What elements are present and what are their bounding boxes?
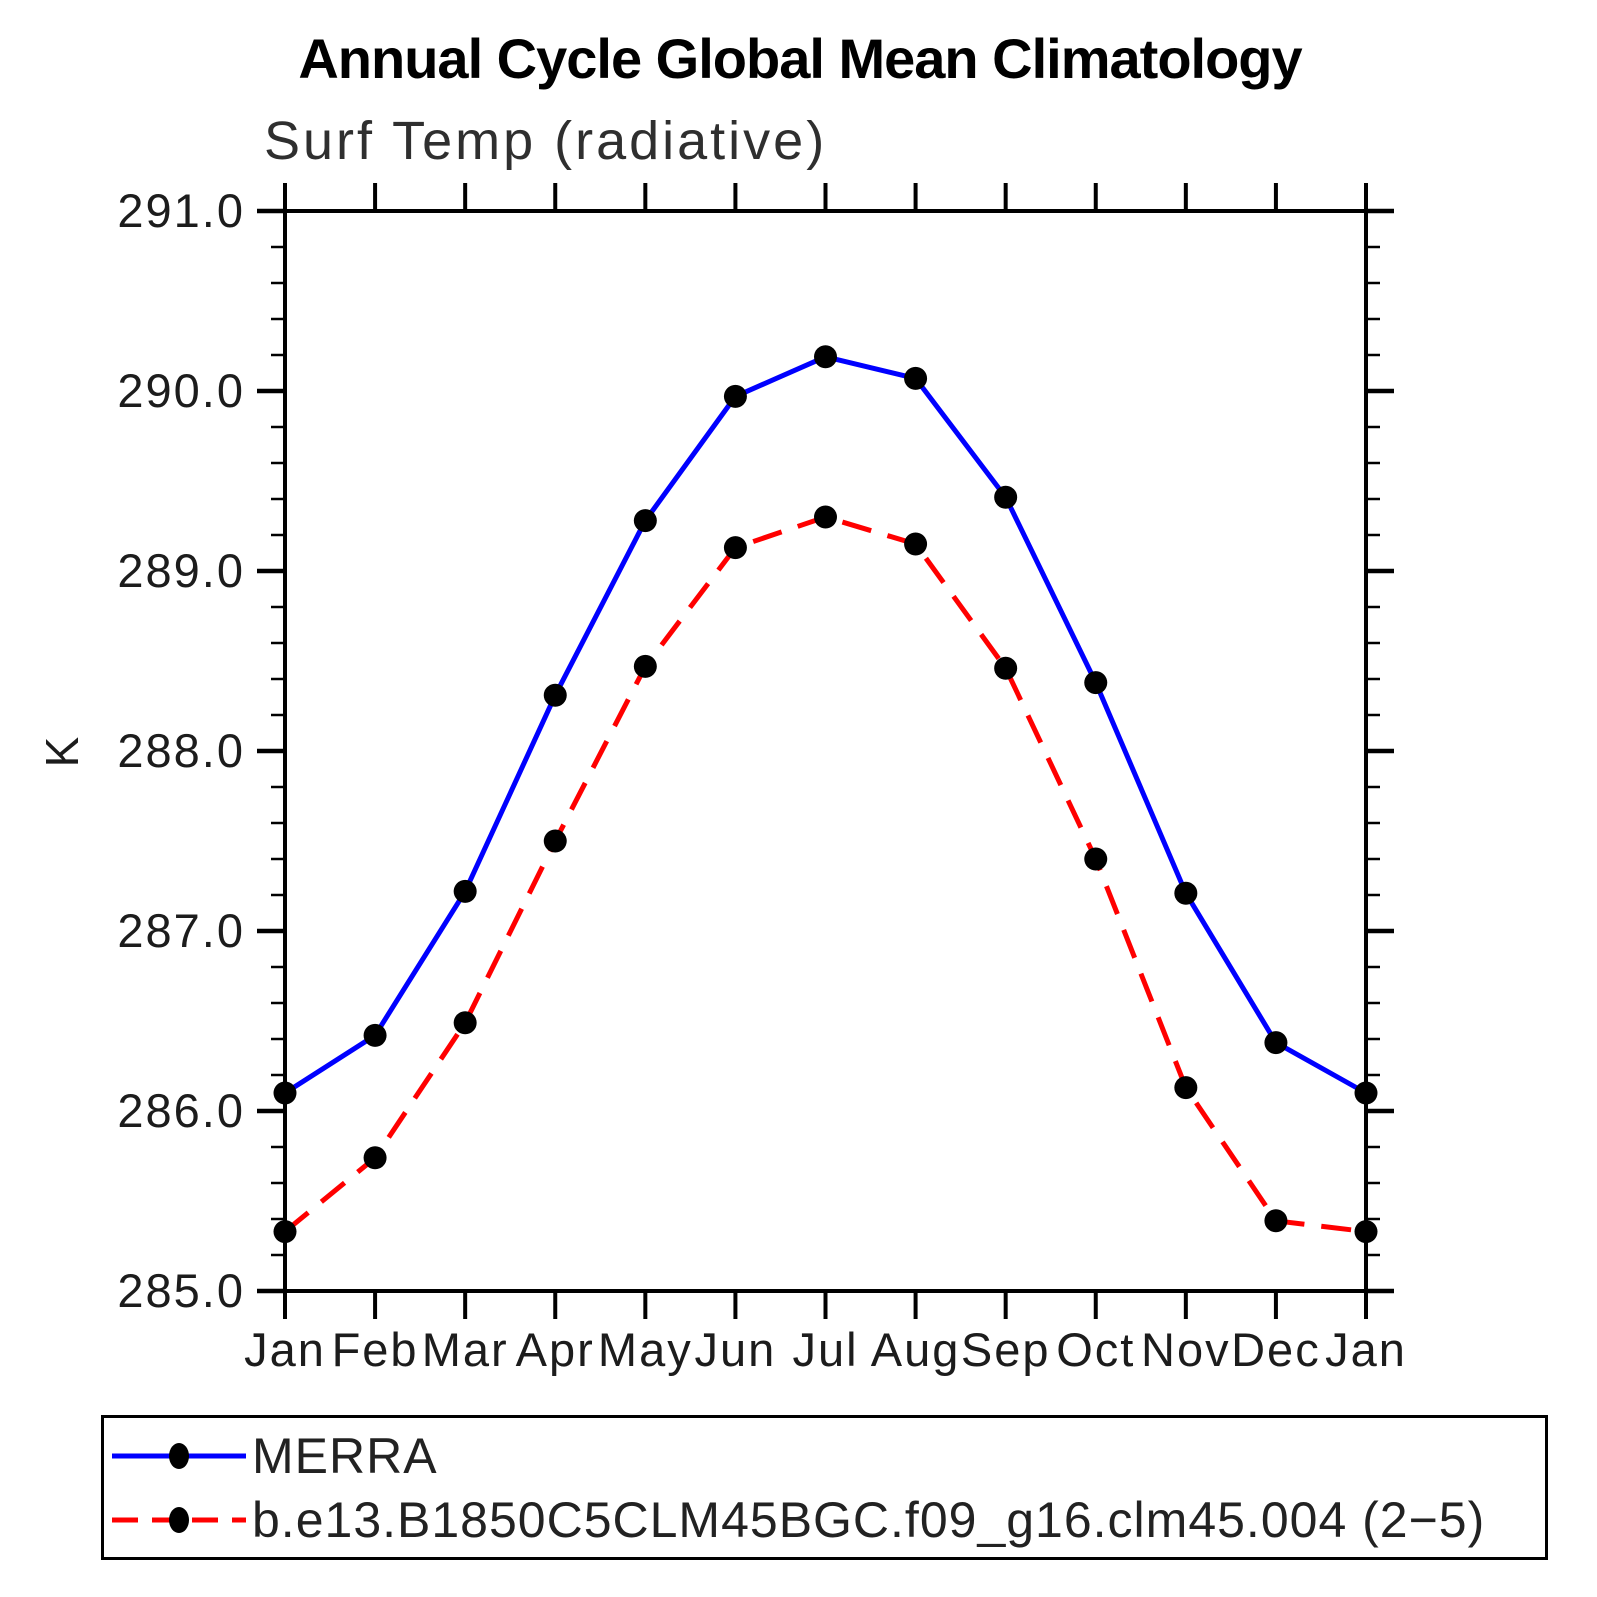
x-tick-label: Jul (792, 1323, 858, 1376)
x-tick-label: Jan (1325, 1323, 1407, 1376)
data-point-marker (994, 656, 1018, 680)
data-point-marker (1174, 1076, 1198, 1100)
data-point-marker (994, 485, 1018, 509)
y-tick-label: 286.0 (117, 1084, 245, 1137)
data-point-marker (1354, 1081, 1378, 1105)
data-point-marker (453, 879, 477, 903)
data-point-marker (363, 1146, 387, 1170)
data-point-marker (1084, 671, 1108, 695)
data-point-marker (814, 345, 837, 369)
y-tick-label: 285.0 (117, 1264, 245, 1317)
data-point-marker (1084, 847, 1108, 871)
data-point-marker (723, 536, 747, 560)
chart-title: Annual Cycle Global Mean Climatology (298, 27, 1302, 90)
data-point-marker (1264, 1031, 1288, 1055)
x-tick-label: Apr (516, 1323, 595, 1376)
data-point-marker (1174, 881, 1198, 905)
legend-solid-line-icon (112, 1443, 246, 1469)
data-point-marker (1264, 1209, 1288, 1233)
y-tick-label: 288.0 (117, 724, 245, 777)
x-tick-label: Aug (871, 1323, 961, 1376)
legend-dashed-line-icon (112, 1507, 246, 1533)
legend-label-model: b.e13.B1850C5CLM45BGC.f09_g16.clm45.004 … (252, 1492, 1486, 1548)
data-point-marker (1354, 1220, 1378, 1244)
data-point-marker (904, 532, 928, 556)
legend-label-merra: MERRA (252, 1428, 438, 1484)
x-tick-label: Oct (1056, 1323, 1135, 1376)
plot-border (283, 209, 1368, 1293)
series-line-merra (283, 354, 1368, 1096)
data-point-marker (543, 829, 567, 853)
data-point-marker (723, 384, 747, 408)
y-tick-label: 291.0 (117, 184, 245, 237)
legend-item-model: b.e13.B1850C5CLM45BGC.f09_g16.clm45.004 … (108, 1492, 1486, 1548)
series-line-model (283, 514, 1367, 1235)
data-point-marker (453, 1011, 477, 1035)
x-tick-label: Nov (1141, 1323, 1231, 1376)
legend-item-merra: MERRA (108, 1428, 438, 1484)
chart-subtitle: Surf Temp (radiative) (264, 111, 828, 171)
x-tick-label: Jan (244, 1323, 326, 1376)
data-point-marker (904, 366, 928, 390)
data-point-marker (273, 1081, 297, 1105)
data-point-marker (543, 683, 567, 707)
data-point-marker (633, 509, 657, 533)
data-point-marker (363, 1023, 387, 1047)
data-point-marker (814, 505, 837, 529)
y-tick-label: 289.0 (117, 544, 245, 597)
y-tick-label: 290.0 (117, 364, 245, 417)
x-tick-label: Feb (332, 1323, 419, 1376)
data-point-marker (273, 1220, 297, 1244)
x-tick-label: Jun (695, 1323, 777, 1376)
x-tick-label: May (598, 1323, 693, 1376)
x-tick-label: Sep (961, 1323, 1051, 1376)
y-tick-label: 287.0 (117, 904, 245, 957)
x-tick-label: Dec (1231, 1323, 1321, 1376)
x-tick-label: Mar (422, 1323, 509, 1376)
data-point-marker (633, 654, 657, 678)
legend-box: MERRA b.e13.B1850C5CLM45BGC.f09_g16.clm4… (101, 1415, 1548, 1560)
